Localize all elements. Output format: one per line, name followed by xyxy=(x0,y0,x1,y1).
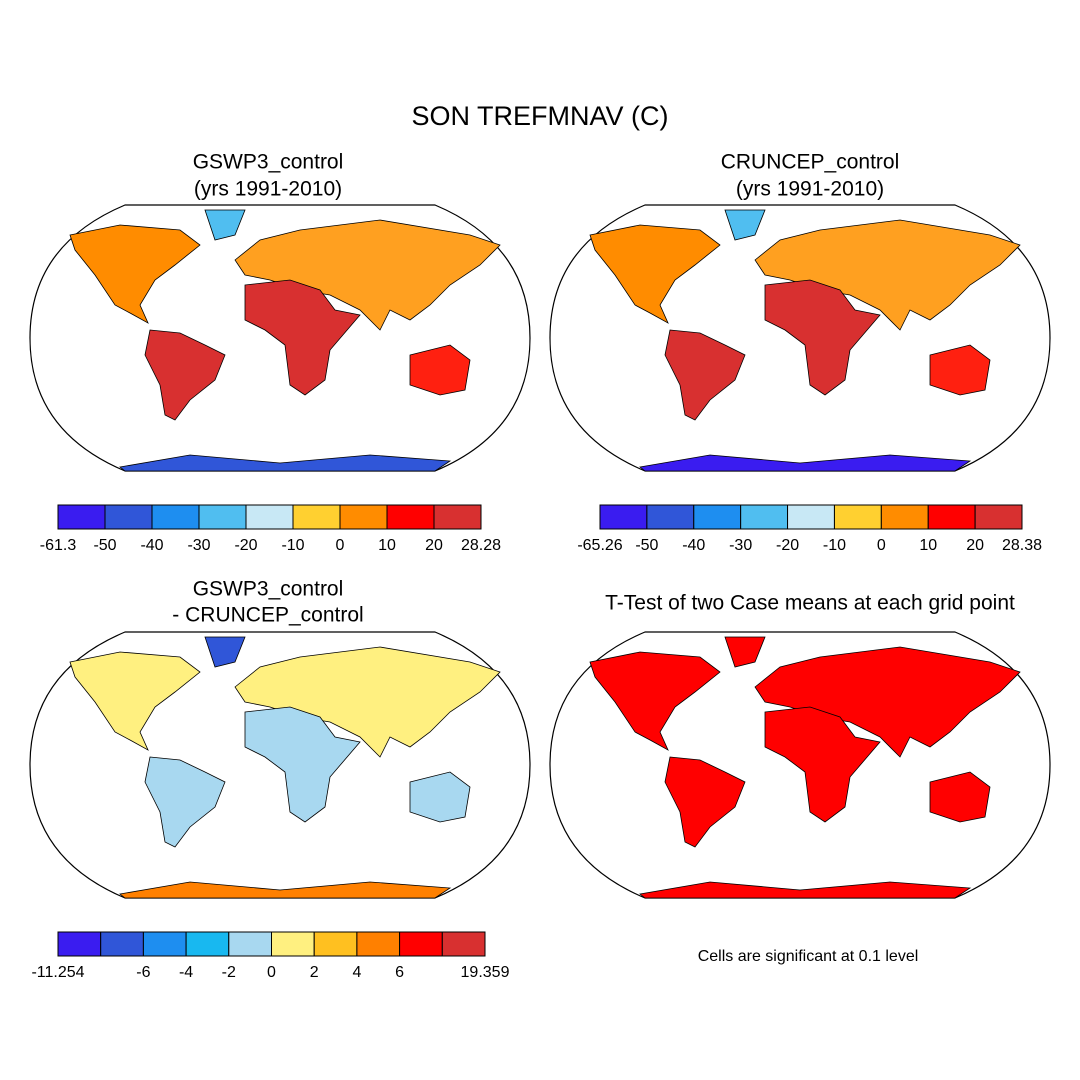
colorbar-label: -40 xyxy=(682,537,705,554)
colorbar-box xyxy=(646,504,695,530)
colorbar-label: -30 xyxy=(187,537,210,554)
colorbar-label: -40 xyxy=(140,537,163,554)
colorbar-box xyxy=(386,504,435,530)
colorbar-label: -6 xyxy=(136,964,150,981)
colorbar-box xyxy=(433,504,482,530)
map xyxy=(549,204,1051,472)
colorbar-box xyxy=(142,931,187,957)
colorbar-label: 0 xyxy=(336,537,345,554)
colorbar-box xyxy=(57,504,106,530)
colorbar-label: 0 xyxy=(877,537,886,554)
colorbar-box xyxy=(880,504,929,530)
colorbar-label: -10 xyxy=(281,537,304,554)
colorbar-box xyxy=(927,504,976,530)
colorbar-label: -4 xyxy=(179,964,193,981)
colorbar-box xyxy=(399,931,443,957)
note: Cells are significant at 0.1 level xyxy=(698,948,919,965)
colorbar-box xyxy=(356,931,401,957)
colorbar-box xyxy=(198,504,247,530)
panel-title: T-Test of two Case means at each grid po… xyxy=(605,592,1015,615)
colorbar-label: 20 xyxy=(966,537,984,554)
colorbar-label: 19.359 xyxy=(461,964,510,981)
panel-title: GSWP3_control xyxy=(193,151,344,174)
colorbar-label: -61.3 xyxy=(40,537,77,554)
panel-title: (yrs 1991-2010) xyxy=(736,178,884,201)
colorbar-box xyxy=(833,504,882,530)
colorbar-box xyxy=(151,504,200,530)
map xyxy=(29,204,531,472)
colorbar-box xyxy=(57,931,102,957)
colorbar-label: -50 xyxy=(635,537,658,554)
colorbar-box xyxy=(599,504,648,530)
colorbar-box xyxy=(292,504,341,530)
colorbar-label: -2 xyxy=(222,964,236,981)
colorbar-label: 0 xyxy=(267,964,276,981)
figure-title: SON TREFMNAV (C) xyxy=(411,101,668,131)
colorbar-label: 2 xyxy=(310,964,319,981)
colorbar-label: 28.28 xyxy=(461,537,501,554)
colorbar-box xyxy=(740,504,789,530)
colorbar-label: 28.38 xyxy=(1002,537,1042,554)
colorbar-box xyxy=(245,504,294,530)
colorbar-label: 10 xyxy=(378,537,396,554)
colorbar-label: 20 xyxy=(425,537,443,554)
panel-title: (yrs 1991-2010) xyxy=(194,178,342,201)
map xyxy=(29,631,531,899)
colorbar-label: 4 xyxy=(352,964,361,981)
colorbar-label: 6 xyxy=(395,964,404,981)
colorbar-box xyxy=(271,931,315,957)
colorbar-label: -20 xyxy=(234,537,257,554)
colorbar-box xyxy=(313,931,358,957)
colorbar-label: -20 xyxy=(776,537,799,554)
colorbar-box xyxy=(100,931,144,957)
colorbar-label: -10 xyxy=(823,537,846,554)
colorbar-label: -50 xyxy=(93,537,116,554)
colorbar-box xyxy=(104,504,153,530)
colorbar-box xyxy=(693,504,742,530)
colorbar-box xyxy=(441,931,486,957)
panel-title: GSWP3_control xyxy=(193,578,344,601)
colorbar-box xyxy=(974,504,1023,530)
colorbar-label: -11.254 xyxy=(31,964,84,981)
map xyxy=(549,631,1051,899)
colorbar-box xyxy=(228,931,273,957)
panel-title: - CRUNCEP_control xyxy=(172,604,363,627)
colorbar-box xyxy=(185,931,230,957)
colorbar-box xyxy=(339,504,388,530)
colorbar-label: -30 xyxy=(729,537,752,554)
colorbar-label: -65.26 xyxy=(577,537,622,554)
colorbar-box xyxy=(787,504,835,530)
panel-title: CRUNCEP_control xyxy=(721,151,900,174)
colorbar-label: 10 xyxy=(919,537,937,554)
